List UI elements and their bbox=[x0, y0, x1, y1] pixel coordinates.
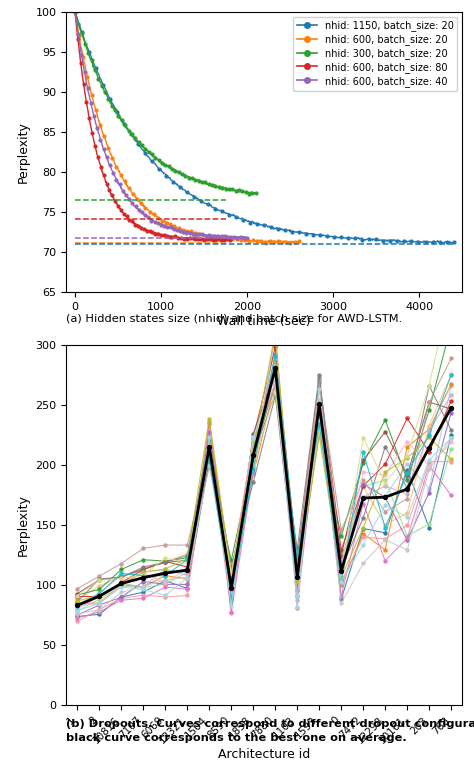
Text: (b) Dropouts. Curves correspond to different dropout configurations;
black curve: (b) Dropouts. Curves correspond to diffe… bbox=[66, 720, 474, 743]
Legend: nhid: 1150, batch_size: 20, nhid: 600, batch_size: 20, nhid: 300, batch_size: 20: nhid: 1150, batch_size: 20, nhid: 600, b… bbox=[293, 16, 457, 90]
Y-axis label: Perplexity: Perplexity bbox=[17, 494, 30, 555]
Text: (a) Hidden states size (nhid) and batch size for AWD-LSTM.: (a) Hidden states size (nhid) and batch … bbox=[66, 314, 402, 324]
X-axis label: Architecture id: Architecture id bbox=[218, 748, 310, 761]
Y-axis label: Perplexity: Perplexity bbox=[17, 121, 30, 183]
X-axis label: Wall time (sec): Wall time (sec) bbox=[218, 314, 311, 328]
